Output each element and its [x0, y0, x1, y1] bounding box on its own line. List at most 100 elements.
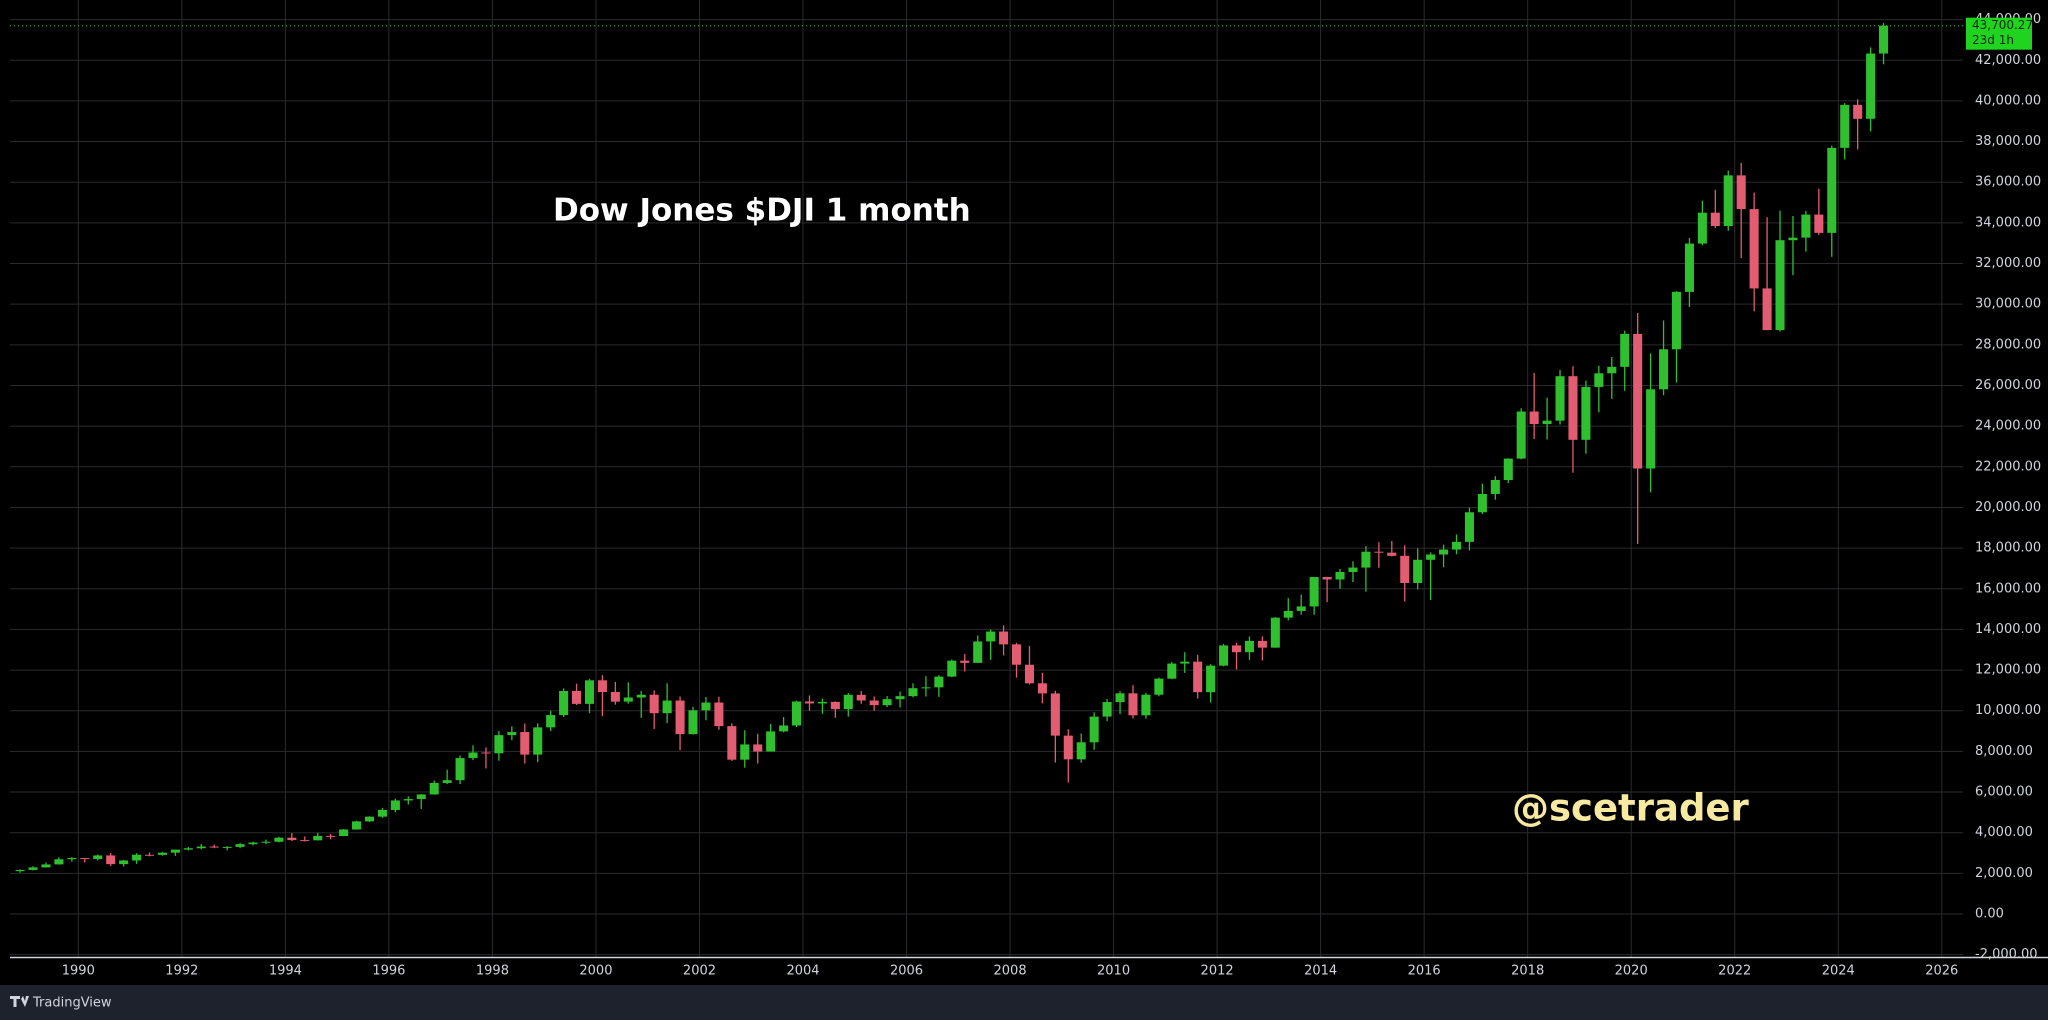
candle-body	[701, 702, 711, 711]
candle-body	[1529, 411, 1539, 425]
watermark-annotation: @scetrader	[1512, 787, 1750, 830]
y-tick-label: 6,000.00	[1975, 785, 2033, 800]
x-tick-label: 2004	[786, 964, 819, 979]
x-tick-label: 1992	[165, 964, 198, 979]
candle-body	[1426, 554, 1436, 560]
x-tick-label: 2022	[1718, 964, 1751, 979]
candle-body	[209, 846, 219, 848]
candle-body	[1516, 411, 1526, 459]
candle-body	[1762, 288, 1772, 331]
candle-body	[1374, 551, 1384, 553]
candle-body	[1659, 349, 1669, 390]
candle-body	[468, 752, 478, 759]
y-tick-label: 8,000.00	[1975, 744, 2033, 759]
candle-body	[817, 701, 827, 704]
candle-body	[636, 694, 646, 698]
candle-body	[1167, 663, 1177, 679]
candle-body	[261, 841, 271, 843]
candle-body	[93, 855, 103, 859]
candle-body	[1581, 386, 1591, 440]
y-tick-label: 0.00	[1975, 907, 2004, 922]
candle-body	[1607, 366, 1617, 374]
candle-body	[1814, 214, 1824, 233]
x-tick-label: 2010	[1097, 964, 1130, 979]
candle-body	[183, 848, 193, 850]
candle-body	[300, 840, 310, 842]
candle-body	[856, 694, 866, 701]
candle-body	[753, 744, 763, 752]
y-tick-label: 2,000.00	[1975, 866, 2033, 881]
candle-body	[1477, 493, 1487, 513]
candle-body	[1555, 376, 1565, 421]
candle-body	[1154, 678, 1164, 695]
x-tick-label: 1990	[62, 964, 95, 979]
candle-body	[1270, 617, 1280, 648]
candle-body	[119, 860, 129, 865]
candle-body	[947, 660, 957, 677]
candle-body	[1024, 664, 1034, 684]
y-tick-label: 24,000.00	[1975, 419, 2041, 434]
candle-body	[1244, 640, 1254, 653]
candle-body	[921, 687, 931, 689]
candle-body	[481, 752, 491, 754]
candle-body	[1219, 645, 1229, 666]
candle-body	[882, 699, 892, 706]
candle-body	[494, 735, 504, 754]
brand-name[interactable]: TradingView	[32, 996, 112, 1011]
candle-body	[1193, 661, 1203, 693]
candle-body	[1827, 147, 1837, 233]
y-tick-label: 10,000.00	[1975, 703, 2041, 718]
candle-body	[1749, 209, 1759, 289]
candle-body	[170, 849, 180, 853]
candle-body	[727, 726, 737, 760]
x-tick-label: 2024	[1822, 964, 1855, 979]
candle-body	[1037, 683, 1047, 694]
y-tick-label: 38,000.00	[1975, 134, 2041, 149]
candle-body	[235, 844, 245, 847]
candle-body	[1451, 541, 1462, 550]
x-tick-label: 2020	[1615, 964, 1648, 979]
last-price-tag	[1966, 17, 2032, 50]
candle-body	[274, 837, 284, 842]
x-tick-label: 2008	[994, 964, 1027, 979]
candle-body	[1801, 214, 1811, 238]
y-tick-label: 42,000.00	[1975, 53, 2041, 68]
candle-body	[144, 854, 155, 856]
y-tick-label: 14,000.00	[1975, 622, 2041, 637]
candle-body	[1400, 555, 1410, 583]
candle-body	[688, 710, 698, 735]
candle-body	[1633, 333, 1643, 469]
candle-body	[352, 821, 362, 830]
candle-body	[326, 835, 336, 837]
candle-body	[1257, 640, 1267, 648]
candle-body	[1503, 458, 1513, 481]
candle-body	[106, 855, 116, 865]
candle-body	[1490, 480, 1500, 494]
candle-body	[792, 701, 802, 726]
y-tick-label: 40,000.00	[1975, 93, 2041, 108]
x-tick-label: 2000	[579, 964, 612, 979]
candle-body	[1788, 237, 1798, 241]
candles	[15, 23, 1889, 873]
candle-body	[1309, 577, 1319, 607]
candle-body	[67, 858, 77, 860]
y-tick-label: 28,000.00	[1975, 337, 2041, 352]
candle-body	[222, 846, 232, 848]
y-tick-label: 30,000.00	[1975, 297, 2041, 312]
candle-body	[908, 688, 918, 697]
candle-body	[1697, 212, 1707, 244]
candle-body	[1594, 373, 1604, 387]
candle-body	[1840, 104, 1850, 148]
candle-body	[1710, 212, 1720, 227]
candle-body	[533, 727, 543, 755]
candle-body	[1231, 645, 1242, 653]
candle-body	[740, 744, 750, 760]
candle-body	[390, 800, 400, 810]
candle-body	[1063, 735, 1073, 760]
candle-body	[1322, 577, 1332, 580]
y-tick-label: 36,000.00	[1975, 175, 2041, 190]
y-tick-label: -2,000.00	[1975, 947, 2038, 962]
candle-body	[623, 697, 633, 702]
candle-body	[364, 816, 375, 822]
candle-body	[403, 799, 413, 801]
